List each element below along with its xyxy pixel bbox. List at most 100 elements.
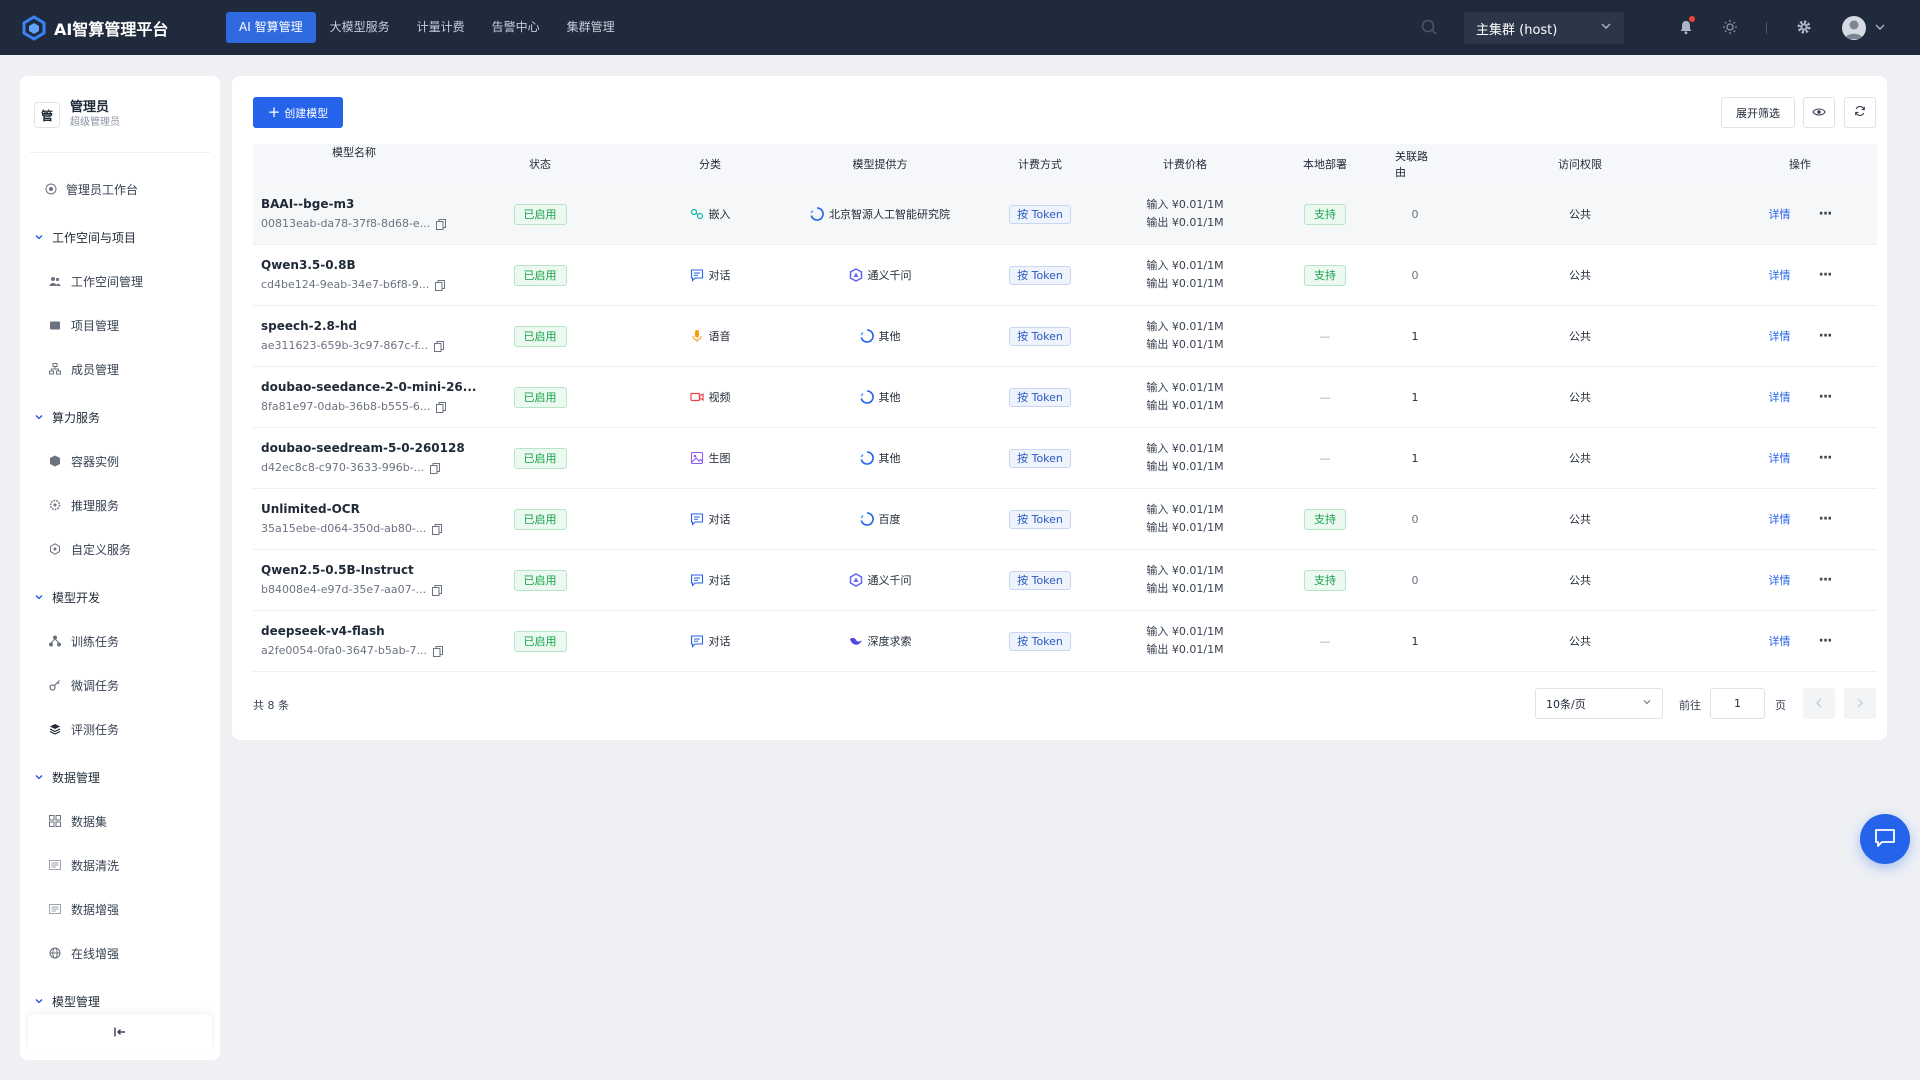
model-name[interactable]: Qwen2.5-0.5B-Instruct [261, 563, 414, 577]
table-row[interactable]: doubao-seedream-5-0-260128 d42ec8c8-c970… [253, 428, 1877, 489]
table-row[interactable]: Qwen2.5-0.5B-Instruct b84008e4-e97d-35e7… [253, 550, 1877, 611]
refresh-button[interactable] [1844, 97, 1876, 128]
sidebar-item-container-instances[interactable]: 容器实例 [20, 439, 220, 483]
price-output: 输出 ¥0.01/1M [1146, 643, 1224, 656]
model-name[interactable]: doubao-seedream-5-0-260128 [261, 441, 465, 455]
model-name[interactable]: Qwen3.5-0.8B [261, 258, 356, 272]
gear-icon[interactable] [1794, 17, 1814, 37]
create-model-label: 创建模型 [284, 106, 329, 120]
globe-icon [48, 946, 62, 960]
model-name[interactable]: doubao-seedance-2-0-mini-26... [261, 380, 477, 394]
category-wrap: 对话 [690, 572, 731, 588]
sidebar-item-data-augmentation[interactable]: 数据增强 [20, 887, 220, 931]
sidebar-item-online-augmentation[interactable]: 在线增强 [20, 931, 220, 975]
category-cell: 对话 [625, 489, 795, 549]
row-actions: 详情 ··· [1768, 389, 1833, 405]
goto-page-input[interactable] [1710, 688, 1765, 719]
plus-icon: + [267, 103, 281, 121]
table-row[interactable]: speech-2.8-hd ae311623-659b-3c97-867c-f.… [253, 306, 1877, 367]
model-name[interactable]: deepseek-v4-flash [261, 624, 385, 638]
page-size-select[interactable]: 10条/页 [1535, 688, 1663, 719]
table-row[interactable]: BAAI--bge-m3 00813eab-da78-37f8-8d68-e..… [253, 184, 1877, 245]
copy-icon[interactable] [436, 218, 447, 230]
next-page-button[interactable] [1844, 688, 1876, 719]
more-actions-icon[interactable]: ··· [1818, 267, 1833, 283]
sidebar-item-inference-service[interactable]: 推理服务 [20, 483, 220, 527]
detail-link[interactable]: 详情 [1768, 513, 1791, 526]
more-actions-icon[interactable]: ··· [1818, 633, 1833, 649]
sidebar-item-data-cleaning[interactable]: 数据清洗 [20, 843, 220, 887]
detail-link[interactable]: 详情 [1768, 635, 1791, 648]
sidebar-item-workspace-management[interactable]: 工作空间管理 [20, 259, 220, 303]
other-provider-icon [859, 451, 874, 465]
price-lines: 输入 ¥0.01/1M 输出 ¥0.01/1M [1146, 257, 1223, 293]
copy-icon[interactable] [436, 401, 447, 413]
table-row[interactable]: deepseek-v4-flash a2fe0054-0fa0-3647-b5a… [253, 611, 1877, 672]
more-actions-icon[interactable]: ··· [1818, 450, 1833, 466]
bell-icon[interactable] [1676, 16, 1696, 37]
sidebar-item-member-management[interactable]: 成员管理 [20, 347, 220, 391]
nav-metering-billing[interactable]: 计量计费 [416, 20, 465, 34]
collapse-sidebar-button[interactable] [28, 1014, 212, 1052]
cluster-select[interactable]: 主集群 (host) [1464, 12, 1624, 44]
detail-link[interactable]: 详情 [1768, 391, 1791, 404]
table-row[interactable]: Qwen3.5-0.8B cd4be124-9eab-34e7-b6f8-9..… [253, 245, 1877, 306]
more-actions-icon[interactable]: ··· [1818, 572, 1833, 588]
column-visibility-button[interactable] [1803, 97, 1835, 128]
nav-llm-service[interactable]: 大模型服务 [329, 20, 390, 34]
more-actions-icon[interactable]: ··· [1818, 389, 1833, 405]
sidebar-item-custom-service[interactable]: 自定义服务 [20, 527, 220, 571]
table-row[interactable]: Unlimited-OCR 35a15ebe-d064-350d-ab80-..… [253, 489, 1877, 550]
more-actions-icon[interactable]: ··· [1818, 511, 1833, 527]
chat-assistant-button[interactable] [1860, 814, 1910, 864]
status-cell: 已启用 [455, 306, 625, 366]
sidebar-item-evaluation-tasks[interactable]: 评测任务 [20, 707, 220, 751]
list-icon [48, 902, 62, 916]
nav-cluster-management[interactable]: 集群管理 [566, 20, 615, 34]
copy-icon[interactable] [433, 645, 444, 657]
copy-icon[interactable] [430, 462, 441, 474]
sidebar-item-admin-workbench[interactable]: 管理员工作台 [20, 167, 220, 211]
model-name[interactable]: BAAI--bge-m3 [261, 197, 355, 211]
sidebar-group-workspace[interactable]: 工作空间与项目 [20, 215, 220, 259]
table-row[interactable]: doubao-seedance-2-0-mini-26... 8fa81e97-… [253, 367, 1877, 428]
user-menu-chevron-icon[interactable] [1870, 17, 1890, 37]
detail-link[interactable]: 详情 [1768, 208, 1791, 221]
detail-link[interactable]: 详情 [1768, 574, 1791, 587]
copy-icon[interactable] [432, 523, 443, 535]
detail-link[interactable]: 详情 [1768, 269, 1791, 282]
sidebar-group-model-management[interactable]: 模型管理 [20, 979, 220, 1023]
search-icon[interactable] [1420, 18, 1438, 36]
model-name[interactable]: speech-2.8-hd [261, 319, 358, 333]
sidebar-group-model-dev[interactable]: 模型开发 [20, 575, 220, 619]
sidebar-item-datasets[interactable]: 数据集 [20, 799, 220, 843]
prev-page-button[interactable] [1803, 688, 1835, 719]
price-output: 输出 ¥0.01/1M [1146, 216, 1224, 229]
sidebar-group-data-management[interactable]: 数据管理 [20, 755, 220, 799]
column-header-price: 计费价格 [1163, 158, 1207, 171]
brand[interactable]: AI智算管理平台 [20, 14, 206, 42]
detail-link[interactable]: 详情 [1768, 452, 1791, 465]
model-id: 8fa81e97-0dab-36b8-b555-6... [261, 400, 431, 413]
more-actions-icon[interactable]: ··· [1818, 206, 1833, 222]
sidebar-item-training-tasks[interactable]: 训练任务 [20, 619, 220, 663]
sidebar-item-project-management[interactable]: 项目管理 [20, 303, 220, 347]
category-label: 对话 [708, 269, 731, 282]
model-table: 模型名称 状态 分类 模型提供方 计费方式 计费价格 本地部署 关联路由 访问权… [253, 144, 1877, 672]
nav-alert-center[interactable]: 告警中心 [491, 20, 540, 34]
expand-filter-button[interactable]: 展开筛选 [1721, 97, 1795, 128]
create-model-button[interactable]: + 创建模型 [253, 97, 343, 128]
copy-icon[interactable] [432, 584, 443, 596]
model-name-cell: Qwen3.5-0.8B cd4be124-9eab-34e7-b6f8-9..… [253, 245, 455, 305]
actions-cell: 详情 ··· [1725, 367, 1875, 427]
sidebar-group-compute[interactable]: 算力服务 [20, 395, 220, 439]
detail-link[interactable]: 详情 [1768, 330, 1791, 343]
copy-icon[interactable] [434, 340, 445, 352]
sidebar-item-finetune-tasks[interactable]: 微调任务 [20, 663, 220, 707]
model-name[interactable]: Unlimited-OCR [261, 502, 360, 516]
sun-icon[interactable] [1720, 17, 1740, 37]
avatar[interactable] [1842, 16, 1866, 40]
more-actions-icon[interactable]: ··· [1818, 328, 1833, 344]
copy-icon[interactable] [435, 279, 446, 291]
nav-ai-compute[interactable]: AI 智算管理 [226, 12, 316, 43]
